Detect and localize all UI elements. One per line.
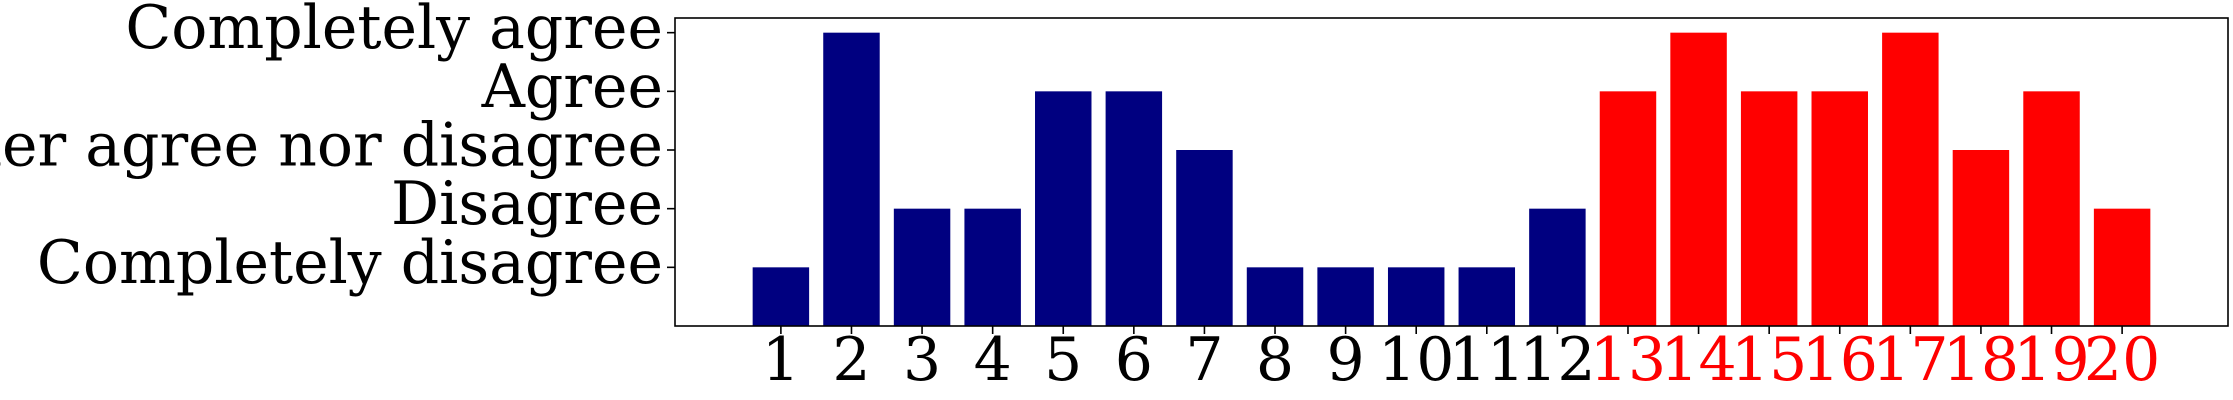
x-tick-label-9: 9 <box>1327 325 1365 395</box>
bars-group <box>752 32 2151 327</box>
bar-9 <box>1317 267 1374 326</box>
x-tick-label-15: 15 <box>1731 325 1807 395</box>
bar-11 <box>1458 267 1516 326</box>
x-tick-label-4: 4 <box>974 325 1012 395</box>
bar-20 <box>2093 208 2151 326</box>
x-tick-label-11: 11 <box>1449 325 1525 395</box>
y-tick-label-5: Completely agree <box>125 0 663 63</box>
bar-1 <box>752 267 810 326</box>
x-tick-label-8: 8 <box>1256 325 1294 395</box>
x-tick-label-19: 19 <box>2013 325 2089 395</box>
x-tick-label-1: 1 <box>762 325 800 395</box>
bar-3 <box>893 208 951 326</box>
y-axis: Completely disagreeDisagreeNeither agree… <box>0 0 675 298</box>
y-tick-label-3: Neither agree nor disagree <box>0 111 663 181</box>
x-tick-label-18: 18 <box>1943 325 2019 395</box>
bar-13 <box>1599 91 1657 326</box>
x-tick-label-5: 5 <box>1044 325 1082 395</box>
x-tick-label-13: 13 <box>1590 325 1666 395</box>
y-tick-label-1: Completely disagree <box>37 228 663 298</box>
x-tick-label-3: 3 <box>903 325 941 395</box>
bar-8 <box>1246 267 1304 326</box>
bar-7 <box>1176 150 1233 326</box>
bar-19 <box>2023 91 2080 326</box>
x-tick-label-7: 7 <box>1185 325 1223 395</box>
bar-2 <box>823 32 880 327</box>
bar-14 <box>1670 32 1727 327</box>
x-tick-label-14: 14 <box>1660 325 1736 395</box>
bar-18 <box>1952 150 2010 326</box>
x-tick-label-16: 16 <box>1802 325 1878 395</box>
bar-6 <box>1105 91 1163 326</box>
bar-4 <box>964 208 1021 326</box>
plot-frame <box>674 17 2229 327</box>
bar-12 <box>1529 208 1586 326</box>
x-tick-label-6: 6 <box>1115 325 1153 395</box>
bar-10 <box>1387 267 1445 326</box>
x-tick-label-20: 20 <box>2084 325 2160 395</box>
bar-17 <box>1882 32 1939 327</box>
x-tick-label-17: 17 <box>1872 325 1948 395</box>
y-tick-label-4: Agree <box>481 52 663 122</box>
x-tick-label-2: 2 <box>832 325 870 395</box>
y-tick-label-2: Disagree <box>391 169 663 239</box>
bar-16 <box>1811 91 1868 326</box>
x-tick-label-12: 12 <box>1519 325 1595 395</box>
bar-15 <box>1740 91 1798 326</box>
x-tick-label-10: 10 <box>1378 325 1454 395</box>
bar-5 <box>1035 91 1092 326</box>
